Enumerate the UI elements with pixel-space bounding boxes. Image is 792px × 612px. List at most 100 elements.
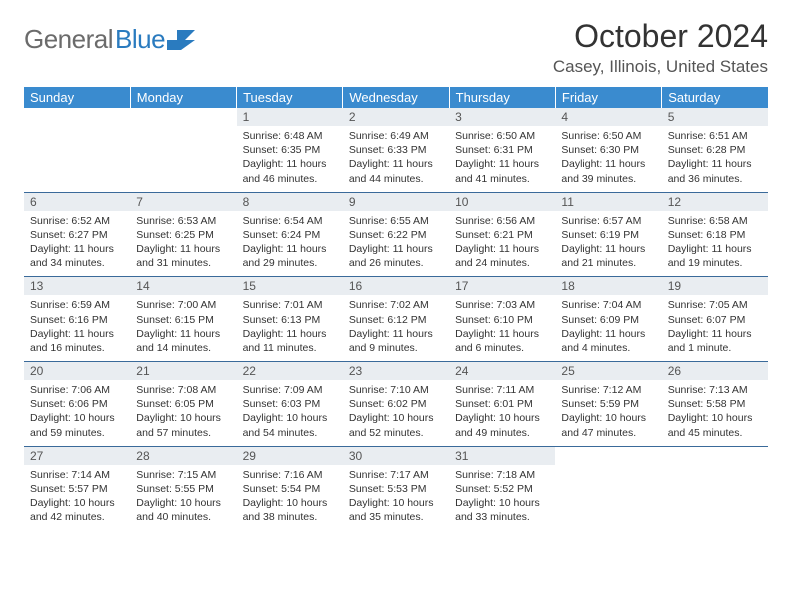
sunset-text: Sunset: 6:28 PM: [668, 143, 762, 157]
calendar-day-cell: 7Sunrise: 6:53 AMSunset: 6:25 PMDaylight…: [130, 192, 236, 277]
daylight-text: Daylight: 11 hours and 24 minutes.: [455, 242, 549, 270]
day-number: 17: [449, 277, 555, 295]
sunrise-text: Sunrise: 7:06 AM: [30, 383, 124, 397]
day-content: Sunrise: 7:08 AMSunset: 6:05 PMDaylight:…: [130, 380, 236, 446]
calendar-body: 1Sunrise: 6:48 AMSunset: 6:35 PMDaylight…: [24, 108, 768, 530]
day-number: 7: [130, 193, 236, 211]
sunrise-text: Sunrise: 7:10 AM: [349, 383, 443, 397]
day-number: 14: [130, 277, 236, 295]
daylight-text: Daylight: 10 hours and 59 minutes.: [30, 411, 124, 439]
sunrise-text: Sunrise: 6:49 AM: [349, 129, 443, 143]
day-content: Sunrise: 7:15 AMSunset: 5:55 PMDaylight:…: [130, 465, 236, 531]
location-text: Casey, Illinois, United States: [553, 57, 768, 77]
sunset-text: Sunset: 6:02 PM: [349, 397, 443, 411]
day-content: Sunrise: 6:49 AMSunset: 6:33 PMDaylight:…: [343, 126, 449, 192]
calendar-day-cell: 29Sunrise: 7:16 AMSunset: 5:54 PMDayligh…: [237, 446, 343, 530]
calendar-day-cell: 10Sunrise: 6:56 AMSunset: 6:21 PMDayligh…: [449, 192, 555, 277]
sunset-text: Sunset: 5:54 PM: [243, 482, 337, 496]
calendar-day-cell: [555, 446, 661, 530]
day-number: 10: [449, 193, 555, 211]
sunrise-text: Sunrise: 6:57 AM: [561, 214, 655, 228]
sunset-text: Sunset: 6:07 PM: [668, 313, 762, 327]
day-content: Sunrise: 6:53 AMSunset: 6:25 PMDaylight:…: [130, 211, 236, 277]
day-number: 23: [343, 362, 449, 380]
sunset-text: Sunset: 6:21 PM: [455, 228, 549, 242]
sunrise-text: Sunrise: 6:48 AM: [243, 129, 337, 143]
sunrise-text: Sunrise: 7:08 AM: [136, 383, 230, 397]
day-number: 12: [662, 193, 768, 211]
sunrise-text: Sunrise: 7:01 AM: [243, 298, 337, 312]
calendar-day-cell: 22Sunrise: 7:09 AMSunset: 6:03 PMDayligh…: [237, 362, 343, 447]
day-number: 28: [130, 447, 236, 465]
sunset-text: Sunset: 6:18 PM: [668, 228, 762, 242]
sunset-text: Sunset: 6:22 PM: [349, 228, 443, 242]
daylight-text: Daylight: 11 hours and 1 minute.: [668, 327, 762, 355]
calendar-day-cell: 15Sunrise: 7:01 AMSunset: 6:13 PMDayligh…: [237, 277, 343, 362]
day-header: Thursday: [449, 87, 555, 108]
day-content: Sunrise: 7:00 AMSunset: 6:15 PMDaylight:…: [130, 295, 236, 361]
calendar-day-cell: 12Sunrise: 6:58 AMSunset: 6:18 PMDayligh…: [662, 192, 768, 277]
day-number: 25: [555, 362, 661, 380]
daylight-text: Daylight: 11 hours and 6 minutes.: [455, 327, 549, 355]
day-number: 26: [662, 362, 768, 380]
sunrise-text: Sunrise: 7:09 AM: [243, 383, 337, 397]
daylight-text: Daylight: 11 hours and 9 minutes.: [349, 327, 443, 355]
daylight-text: Daylight: 11 hours and 41 minutes.: [455, 157, 549, 185]
day-number: 27: [24, 447, 130, 465]
sunset-text: Sunset: 6:10 PM: [455, 313, 549, 327]
sunrise-text: Sunrise: 6:50 AM: [455, 129, 549, 143]
sunrise-text: Sunrise: 7:02 AM: [349, 298, 443, 312]
sunset-text: Sunset: 6:13 PM: [243, 313, 337, 327]
sunrise-text: Sunrise: 7:05 AM: [668, 298, 762, 312]
daylight-text: Daylight: 11 hours and 29 minutes.: [243, 242, 337, 270]
daylight-text: Daylight: 11 hours and 46 minutes.: [243, 157, 337, 185]
daylight-text: Daylight: 10 hours and 33 minutes.: [455, 496, 549, 524]
calendar-day-cell: 25Sunrise: 7:12 AMSunset: 5:59 PMDayligh…: [555, 362, 661, 447]
sunset-text: Sunset: 5:52 PM: [455, 482, 549, 496]
daylight-text: Daylight: 10 hours and 42 minutes.: [30, 496, 124, 524]
sunset-text: Sunset: 6:31 PM: [455, 143, 549, 157]
calendar-day-cell: 3Sunrise: 6:50 AMSunset: 6:31 PMDaylight…: [449, 108, 555, 192]
daylight-text: Daylight: 11 hours and 36 minutes.: [668, 157, 762, 185]
calendar-day-cell: 20Sunrise: 7:06 AMSunset: 6:06 PMDayligh…: [24, 362, 130, 447]
daylight-text: Daylight: 11 hours and 4 minutes.: [561, 327, 655, 355]
calendar-day-cell: 27Sunrise: 7:14 AMSunset: 5:57 PMDayligh…: [24, 446, 130, 530]
brand-name-part2: Blue: [115, 24, 165, 55]
day-content: Sunrise: 6:52 AMSunset: 6:27 PMDaylight:…: [24, 211, 130, 277]
calendar-header-row: SundayMondayTuesdayWednesdayThursdayFrid…: [24, 87, 768, 108]
sunset-text: Sunset: 5:58 PM: [668, 397, 762, 411]
sunset-text: Sunset: 6:06 PM: [30, 397, 124, 411]
day-content: Sunrise: 7:17 AMSunset: 5:53 PMDaylight:…: [343, 465, 449, 531]
sunrise-text: Sunrise: 6:53 AM: [136, 214, 230, 228]
day-content: Sunrise: 6:56 AMSunset: 6:21 PMDaylight:…: [449, 211, 555, 277]
sunrise-text: Sunrise: 6:55 AM: [349, 214, 443, 228]
sunset-text: Sunset: 6:25 PM: [136, 228, 230, 242]
calendar-table: SundayMondayTuesdayWednesdayThursdayFrid…: [24, 87, 768, 530]
daylight-text: Daylight: 11 hours and 21 minutes.: [561, 242, 655, 270]
day-header: Sunday: [24, 87, 130, 108]
day-number: 16: [343, 277, 449, 295]
day-number: 1: [237, 108, 343, 126]
calendar-day-cell: 16Sunrise: 7:02 AMSunset: 6:12 PMDayligh…: [343, 277, 449, 362]
sunset-text: Sunset: 5:55 PM: [136, 482, 230, 496]
page-header: GeneralBlue October 2024 Casey, Illinois…: [24, 18, 768, 77]
brand-flag-icon: [167, 30, 195, 50]
daylight-text: Daylight: 10 hours and 57 minutes.: [136, 411, 230, 439]
day-content: Sunrise: 7:02 AMSunset: 6:12 PMDaylight:…: [343, 295, 449, 361]
sunrise-text: Sunrise: 7:00 AM: [136, 298, 230, 312]
calendar-day-cell: 26Sunrise: 7:13 AMSunset: 5:58 PMDayligh…: [662, 362, 768, 447]
daylight-text: Daylight: 10 hours and 45 minutes.: [668, 411, 762, 439]
daylight-text: Daylight: 10 hours and 38 minutes.: [243, 496, 337, 524]
calendar-day-cell: [130, 108, 236, 192]
day-number: 11: [555, 193, 661, 211]
day-number: 6: [24, 193, 130, 211]
calendar-week-row: 1Sunrise: 6:48 AMSunset: 6:35 PMDaylight…: [24, 108, 768, 192]
day-number: 24: [449, 362, 555, 380]
sunrise-text: Sunrise: 6:56 AM: [455, 214, 549, 228]
day-content: Sunrise: 7:12 AMSunset: 5:59 PMDaylight:…: [555, 380, 661, 446]
calendar-day-cell: 11Sunrise: 6:57 AMSunset: 6:19 PMDayligh…: [555, 192, 661, 277]
calendar-day-cell: 30Sunrise: 7:17 AMSunset: 5:53 PMDayligh…: [343, 446, 449, 530]
calendar-week-row: 6Sunrise: 6:52 AMSunset: 6:27 PMDaylight…: [24, 192, 768, 277]
sunrise-text: Sunrise: 7:12 AM: [561, 383, 655, 397]
day-number: 9: [343, 193, 449, 211]
